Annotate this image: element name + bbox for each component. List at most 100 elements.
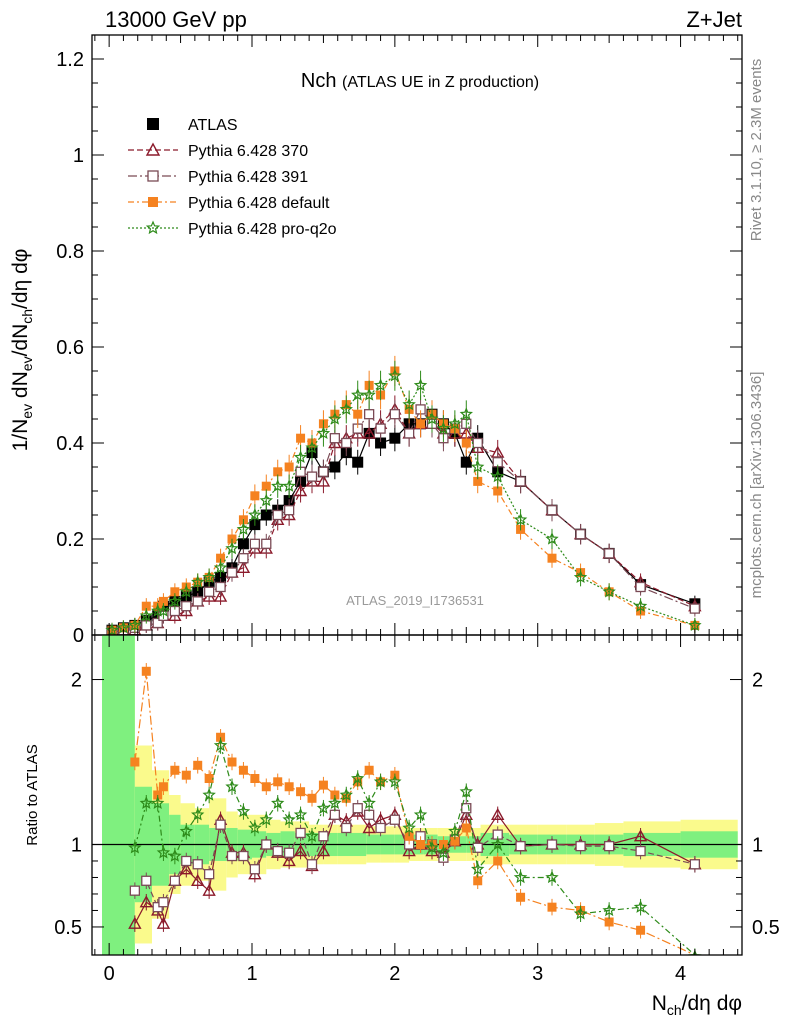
data-point [546, 839, 558, 850]
main-y-axis-label: 1/Nev dNev/dNch/dη dφ [9, 249, 35, 452]
data-point [215, 819, 226, 830]
data-point [473, 476, 483, 486]
data-point [192, 586, 204, 598]
y-tick-label: 1 [73, 145, 84, 167]
data-point [293, 450, 308, 464]
data-point [603, 548, 615, 559]
data-point [238, 553, 249, 564]
data-point [141, 601, 151, 611]
data-point [261, 839, 272, 850]
process-label: Z+Jet [686, 7, 742, 32]
data-point [352, 803, 363, 814]
data-point [448, 416, 462, 430]
data-point [425, 840, 439, 854]
data-point [318, 466, 329, 477]
data-point [633, 599, 648, 612]
data-point [416, 839, 426, 849]
data-point [448, 824, 462, 837]
data-point [459, 407, 473, 420]
data-point [351, 387, 365, 401]
data-point [179, 862, 193, 875]
data-point [351, 771, 365, 785]
data-point [250, 491, 260, 501]
data-point [547, 902, 557, 912]
legend-label: ATLAS [188, 117, 238, 134]
data-point [236, 560, 251, 573]
data-point [248, 507, 262, 521]
data-point [461, 438, 471, 448]
ratio-y-tick-label: 0.5 [54, 917, 82, 939]
data-point [128, 618, 142, 632]
data-point [459, 784, 473, 798]
data-point [416, 419, 426, 429]
data-point [689, 859, 701, 870]
data-point [604, 917, 614, 927]
data-point [250, 774, 260, 784]
inner-band-bin [102, 635, 135, 955]
data-point [545, 870, 559, 884]
data-point [461, 823, 471, 833]
data-point [226, 850, 238, 862]
data-point [128, 840, 142, 854]
data-point [170, 765, 180, 775]
data-point [491, 469, 505, 483]
data-point [436, 845, 451, 859]
data-point [204, 774, 214, 784]
data-point [158, 782, 168, 792]
data-point [318, 780, 328, 790]
series-line [111, 369, 696, 631]
data-point [261, 782, 271, 792]
data-point [375, 822, 386, 834]
series-line [134, 745, 696, 955]
data-point [284, 462, 294, 472]
data-point [283, 847, 295, 858]
data-point [353, 409, 363, 419]
data-point [450, 836, 460, 846]
data-point [516, 892, 526, 902]
energy-label: 13000 GeV pp [105, 7, 247, 32]
data-point [141, 666, 151, 676]
ratio-frame [91, 634, 743, 956]
data-point [260, 509, 272, 521]
data-point [472, 437, 483, 449]
data-point [513, 512, 528, 526]
data-point [362, 796, 376, 809]
data-point [493, 856, 503, 866]
data-point [273, 467, 283, 477]
data-point [295, 827, 306, 839]
data-point [203, 869, 215, 880]
data-point [168, 594, 182, 608]
y-tick-label: 0.4 [56, 433, 84, 455]
data-point [373, 774, 388, 788]
data-point [306, 471, 318, 482]
data-point [362, 387, 376, 401]
plot-title: Nch (ATLAS UE in Z production) [301, 70, 539, 92]
data-point [215, 571, 227, 583]
data-point [363, 809, 375, 820]
x-tick-label: 0 [104, 963, 115, 985]
data-point [282, 854, 296, 867]
data-point [403, 428, 415, 439]
data-point [293, 484, 308, 497]
data-point [472, 842, 483, 853]
data-point [339, 402, 353, 416]
data-point [388, 368, 402, 382]
data-point [130, 757, 140, 767]
data-point [181, 855, 192, 867]
data-point [213, 560, 228, 574]
data-point [402, 397, 416, 411]
data-point [328, 411, 342, 425]
data-point [636, 925, 646, 935]
data-point [460, 456, 472, 468]
legend-item: Pythia 6.428 pro-q2o [128, 220, 337, 238]
data-point [329, 461, 341, 473]
data-point [515, 476, 526, 487]
ratio-y-tick-label: 2 [71, 670, 82, 692]
y-tick-label: 0.8 [56, 241, 84, 263]
data-point [318, 831, 329, 842]
data-point [191, 575, 205, 588]
data-point [413, 807, 428, 821]
data-point [259, 812, 273, 826]
data-point [249, 538, 261, 549]
data-point [181, 601, 192, 612]
